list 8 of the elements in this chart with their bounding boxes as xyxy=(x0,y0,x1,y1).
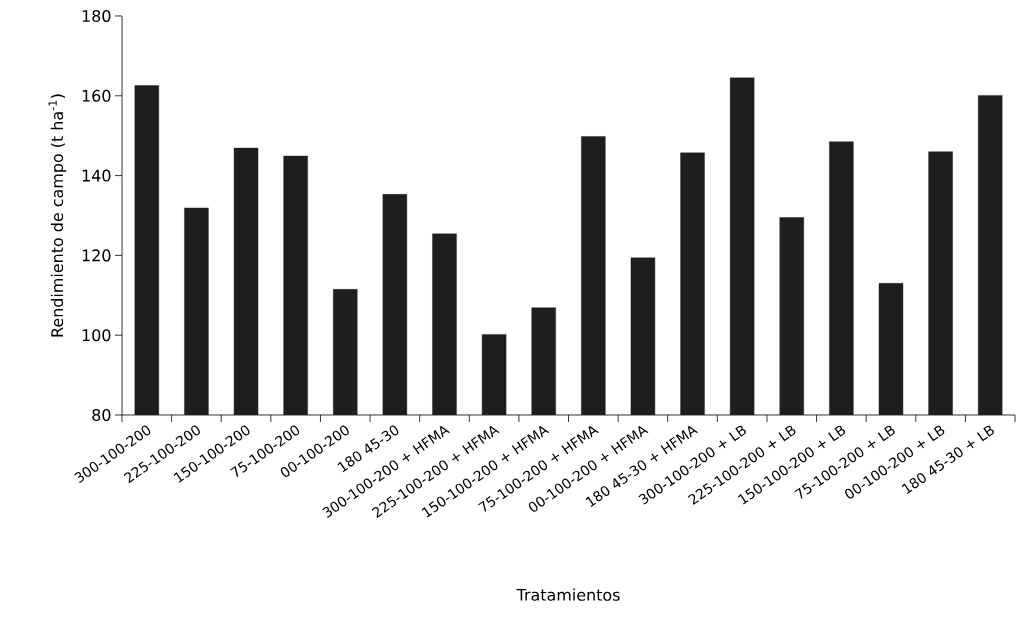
y-axis-title: Rendimiento de campo (t ha$^{-1}$) xyxy=(48,94,67,337)
y-tick-label: 160 xyxy=(82,89,111,102)
y-tick-label: 140 xyxy=(82,169,111,182)
y-tick-label: 80 xyxy=(92,408,111,422)
y-tick-label: 180 xyxy=(82,9,111,23)
y-tick-label: 120 xyxy=(82,249,111,262)
y-tick-label: 100 xyxy=(82,329,111,342)
x-axis-title: Tratamientos xyxy=(516,588,620,601)
